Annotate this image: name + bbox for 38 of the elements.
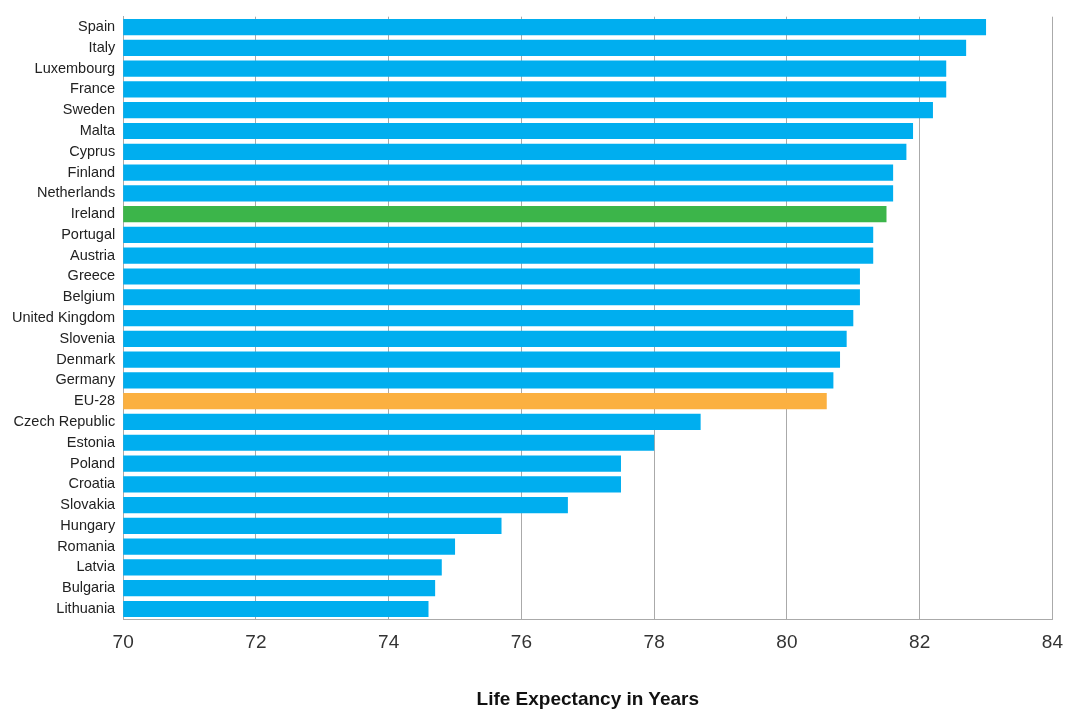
x-tick-label: 78 [643,631,665,653]
y-tick-label: Latvia [76,558,117,575]
y-tick-label: Austria [70,246,117,263]
y-tick-label: Portugal [61,225,116,242]
y-tick-label: United Kingdom [12,309,116,326]
y-tick-label: Slovenia [59,329,117,346]
y-tick-label: Greece [67,267,116,284]
y-tick-label: Cyprus [69,142,116,159]
x-tick-label: 70 [112,631,134,653]
x-tick-label: 72 [245,631,267,653]
y-tick-label: Italy [88,38,116,55]
y-tick-label: Croatia [68,475,117,492]
y-tick-label: Spain [78,18,116,35]
y-tick-label: Lithuania [56,600,117,617]
y-tick-label: Malta [79,122,117,139]
y-tick-label: Poland [70,454,116,471]
x-tick-label: 76 [510,631,532,653]
x-axis-title: Life Expectancy in Years [476,687,700,709]
y-tick-label: Bulgaria [61,579,117,596]
y-tick-label: Germany [55,371,116,388]
y-tick-label: Hungary [60,516,116,533]
y-tick-label: Romania [57,537,117,554]
y-tick-label: Czech Republic [13,412,116,429]
y-tick-label: Sweden [62,101,116,118]
y-tick-label: Denmark [56,350,116,367]
y-tick-label: Slovakia [60,496,117,513]
y-tick-label: Netherlands [36,184,116,201]
x-tick-label: 80 [776,631,798,653]
x-tick-label: 84 [1041,631,1064,653]
y-tick-label: Belgium [62,288,116,305]
y-tick-label: Finland [67,163,116,180]
y-tick-label: Estonia [66,433,117,450]
y-tick-label: Luxembourg [34,59,116,76]
y-tick-label: EU-28 [74,392,116,409]
y-tick-label: Ireland [70,205,116,222]
y-tick-label: France [70,80,116,97]
x-tick-label: 82 [909,631,931,653]
x-tick-label: 74 [378,631,400,653]
